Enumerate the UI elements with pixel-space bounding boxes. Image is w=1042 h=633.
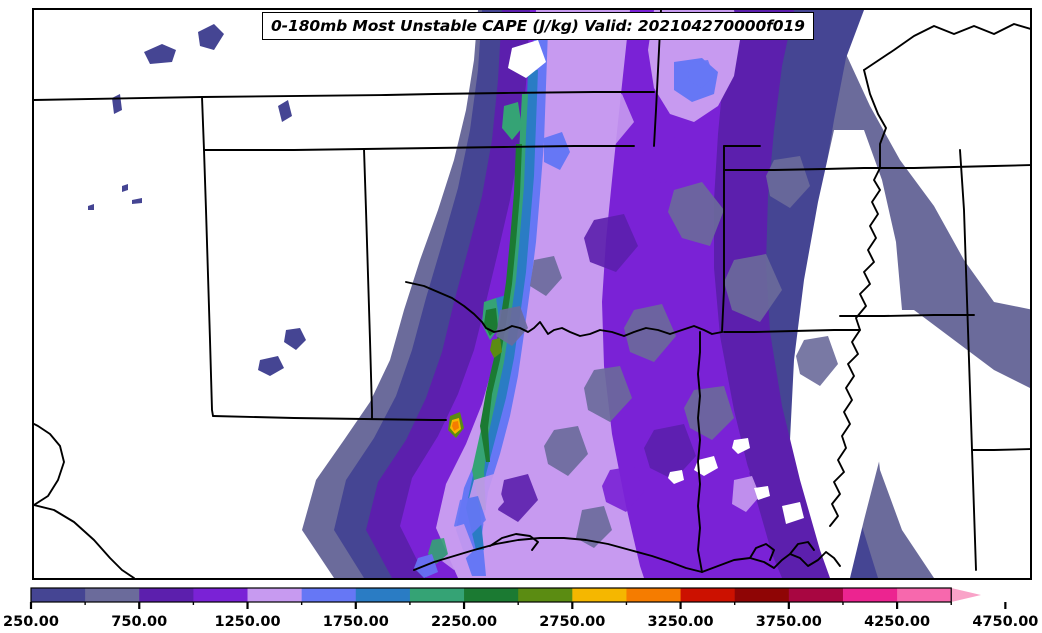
colorbar-tick-label: 1250.00: [214, 614, 280, 630]
colorbar-tick-label: 3750.00: [756, 614, 822, 630]
cape-contour-field: [88, 10, 1030, 578]
colorbar-tick-label: 2250.00: [431, 614, 497, 630]
dry-area-east-mississippi: [870, 310, 1030, 578]
cape-blob-blue-north-2: [544, 132, 570, 170]
colorbar-tick-label: 750.00: [111, 614, 167, 630]
colorbar-tick-label: 4250.00: [864, 614, 930, 630]
colorbar-segment: [626, 588, 682, 602]
water-features: [258, 328, 306, 376]
colorbar-segment: [572, 588, 627, 602]
cape-white-holes: [268, 40, 836, 524]
cape-core-olive-2: [490, 338, 502, 358]
colorbar-segment: [734, 588, 790, 602]
colorbar-segment: [518, 588, 573, 602]
colorbar-segment: [680, 588, 736, 602]
colorbar-segment: [897, 588, 952, 602]
colorbar-ticks: [29, 602, 1007, 609]
colorbar-segment: [788, 588, 844, 602]
colorbar-outline: [30, 587, 952, 603]
colorbar-tick-label: 250.00: [3, 614, 59, 630]
colorbar-tick-labels: 250.00 750.00 1250.00 1750.00 2250.00 2750.00…: [3, 614, 1038, 630]
colorbar-segment: [301, 588, 357, 602]
colorbar-tick-label: 3250.00: [648, 614, 714, 630]
cape-band-2000: [472, 94, 528, 510]
cape-core-orange-1: [452, 421, 459, 431]
map-canvas: [34, 10, 1030, 578]
political-boundaries: [34, 10, 1030, 578]
title-box: 0-180mb Most Unstable CAPE (J/kg) Valid:…: [262, 12, 814, 40]
colorbar: 250.00 750.00 1250.00 1750.00 2250.00 2750.00…: [0, 580, 1042, 633]
map-frame: [32, 8, 1032, 580]
colorbar-segment: [31, 588, 86, 602]
colorbar-segment: [193, 588, 249, 602]
dry-area-northeast: [824, 10, 1030, 310]
colorbar-segment: [85, 588, 140, 602]
page-title: 0-180mb Most Unstable CAPE (J/kg) Valid:…: [271, 17, 805, 35]
colorbar-extend-max-arrow: [951, 588, 981, 602]
colorbar-segment: [409, 588, 465, 602]
colorbar-segment: [355, 588, 411, 602]
cape-blob-green-2: [502, 102, 522, 140]
colorbar-svg: 250.00 750.00 1250.00 1750.00 2250.00 2750.00…: [3, 587, 1038, 630]
colorbar-segment: [842, 588, 898, 602]
cape-specks-northwest: [88, 24, 292, 210]
colorbar-tick-label: 4750.00: [972, 614, 1038, 630]
colorbar-swatches: [31, 588, 981, 602]
colorbar-segment: [464, 588, 519, 602]
colorbar-tick-label: 2750.00: [539, 614, 605, 630]
cape-band-2250: [480, 144, 522, 462]
colorbar-segment: [139, 588, 194, 602]
colorbar-segment: [247, 588, 303, 602]
colorbar-tick-label: 1750.00: [323, 614, 389, 630]
